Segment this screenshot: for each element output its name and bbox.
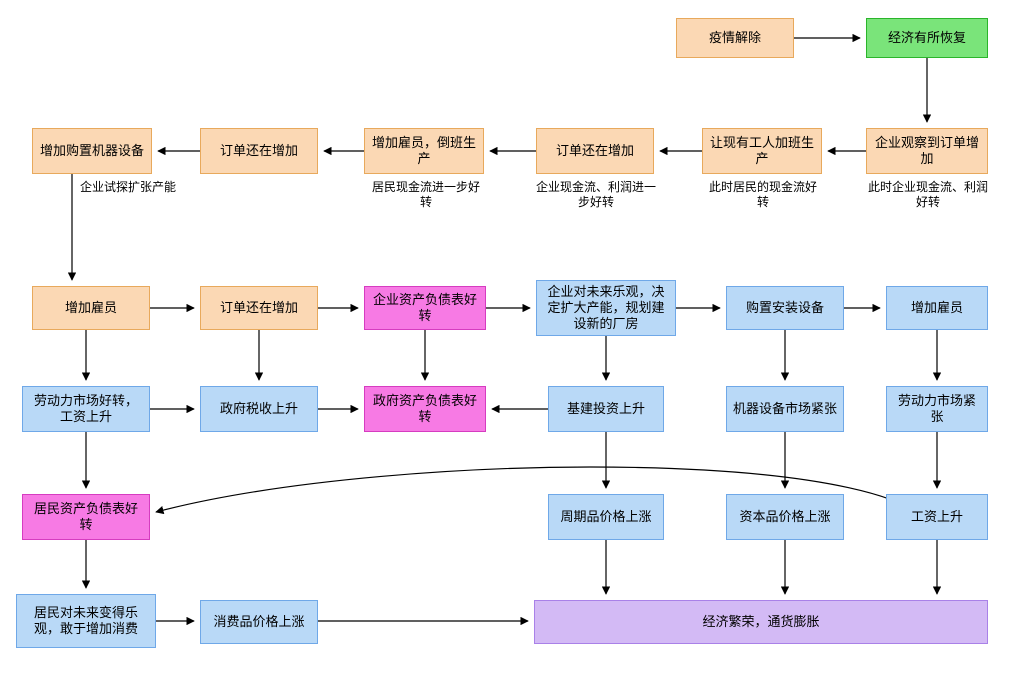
caption-c_cash4: 此时企业现金流、利润好转 (864, 180, 992, 210)
node-n_capgoods: 资本品价格上涨 (726, 494, 844, 540)
flowchart-canvas: 疫情解除经济有所恢复增加购置机器设备订单还在增加增加雇员，倒班生产订单还在增加让… (0, 0, 1017, 684)
edges-layer (0, 0, 1017, 684)
node-n_cycle: 周期品价格上涨 (548, 494, 664, 540)
node-n_labor1: 劳动力市场好转，工资上升 (22, 386, 150, 432)
node-n_corp_bs: 企业资产负债表好转 (364, 286, 486, 330)
node-n_hire2: 增加雇员 (886, 286, 988, 330)
node-n_consume: 居民对未来变得乐观，敢于增加消费 (16, 594, 156, 648)
node-n_recover: 经济有所恢复 (866, 18, 988, 58)
node-n_buy_machine: 增加购置机器设备 (32, 128, 152, 174)
caption-c_cash3: 此时居民的现金流好转 (704, 180, 822, 210)
node-n_infra: 基建投资上升 (548, 386, 664, 432)
node-n_mach_mkt: 机器设备市场紧张 (726, 386, 844, 432)
node-n_overtime: 让现有工人加班生产 (702, 128, 822, 174)
node-n_gov_bs: 政府资产负债表好转 (364, 386, 486, 432)
caption-c_cash1: 居民现金流进一步好转 (368, 180, 484, 210)
node-n_orders2: 订单还在增加 (536, 128, 654, 174)
node-n_tax: 政府税收上升 (200, 386, 318, 432)
node-n_expand: 企业对未来乐观，决定扩大产能，规划建设新的厂房 (536, 280, 676, 336)
node-n_orders1: 订单还在增加 (200, 128, 318, 174)
node-n_observe: 企业观察到订单增加 (866, 128, 988, 174)
node-n_res_bs: 居民资产负债表好转 (22, 494, 150, 540)
node-n_labor2: 劳动力市场紧张 (886, 386, 988, 432)
node-n_epidemic: 疫情解除 (676, 18, 794, 58)
caption-c_try: 企业试探扩张产能 (78, 180, 178, 195)
node-n_orders3: 订单还在增加 (200, 286, 318, 330)
node-n_cpi: 消费品价格上涨 (200, 600, 318, 644)
caption-c_cash2: 企业现金流、利润进一步好转 (534, 180, 658, 210)
node-n_hire1: 增加雇员 (32, 286, 150, 330)
node-n_boom: 经济繁荣，通货膨胀 (534, 600, 988, 644)
node-n_install: 购置安装设备 (726, 286, 844, 330)
node-n_shift: 增加雇员，倒班生产 (364, 128, 484, 174)
node-n_wageup: 工资上升 (886, 494, 988, 540)
